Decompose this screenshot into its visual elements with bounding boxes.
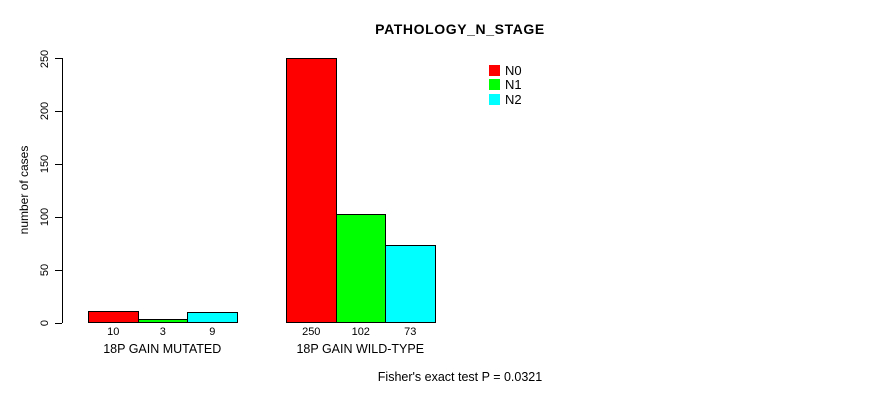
y-axis-line [62,58,63,323]
bar-value-label: 102 [351,326,370,338]
bar-n0-group2 [286,57,337,323]
bar-value-label: 10 [107,326,120,338]
legend-label: N2 [505,91,522,107]
bar-n1-group1 [137,318,188,323]
chart-title: PATHOLOGY_N_STAGE [375,21,545,37]
legend-item-n2: N2 [489,92,522,107]
y-axis-label: number of cases [17,145,31,235]
y-tick-label: 250 [39,49,51,68]
y-tick-label: 150 [39,155,51,174]
y-tick [55,269,62,271]
legend-swatch-icon [489,93,500,105]
legend-label: N1 [505,77,522,93]
legend-swatch-icon [489,64,500,76]
legend-label: N0 [505,62,522,78]
y-tick [55,322,62,324]
legend-swatch-icon [489,79,500,91]
bar-n2-group1 [187,312,238,323]
legend-item-n1: N1 [489,78,522,93]
bar-value-label: 3 [159,326,166,338]
group-label: 18P GAIN WILD-TYPE [296,342,425,356]
bar-n1-group2 [335,214,386,323]
pvalue-annotation: Fisher's exact test P = 0.0321 [377,370,543,384]
bar-n2-group2 [385,244,436,323]
y-tick [55,216,62,218]
group-label: 18P GAIN MUTATED [103,342,222,356]
legend-item-n0: N0 [489,63,522,78]
legend: N0 N1 N2 [489,63,522,107]
bar-value-label: 9 [209,326,216,338]
bar-value-label: 73 [404,326,417,338]
bar-n0-group1 [88,311,139,323]
y-tick-label: 100 [39,208,51,227]
y-tick-label: 200 [39,102,51,121]
y-tick [55,163,62,165]
y-tick [55,110,62,112]
y-tick-label: 50 [39,263,51,277]
y-tick-label: 0 [39,319,51,327]
bar-value-label: 250 [302,326,321,338]
y-tick [55,58,62,59]
